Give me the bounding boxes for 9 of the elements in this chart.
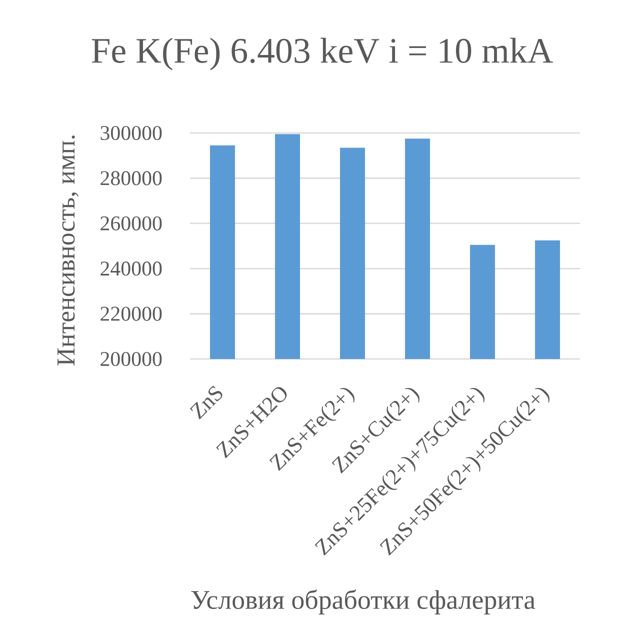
x-axis-title: Условия обработки сфалерита: [191, 589, 536, 614]
y-axis-title: Интенсивность, имп.: [58, 136, 78, 366]
chart-title: Fe K(Fe) 6.403 keV i = 10 mkA: [92, 38, 553, 70]
y-tick-label: 200000: [100, 352, 162, 366]
y-tick-label: 260000: [100, 216, 162, 230]
y-tick-label: 300000: [100, 126, 162, 140]
y-tick-label: 220000: [100, 306, 162, 321]
y-tick-label: 240000: [100, 262, 162, 276]
y-tick-label: 280000: [100, 171, 162, 186]
